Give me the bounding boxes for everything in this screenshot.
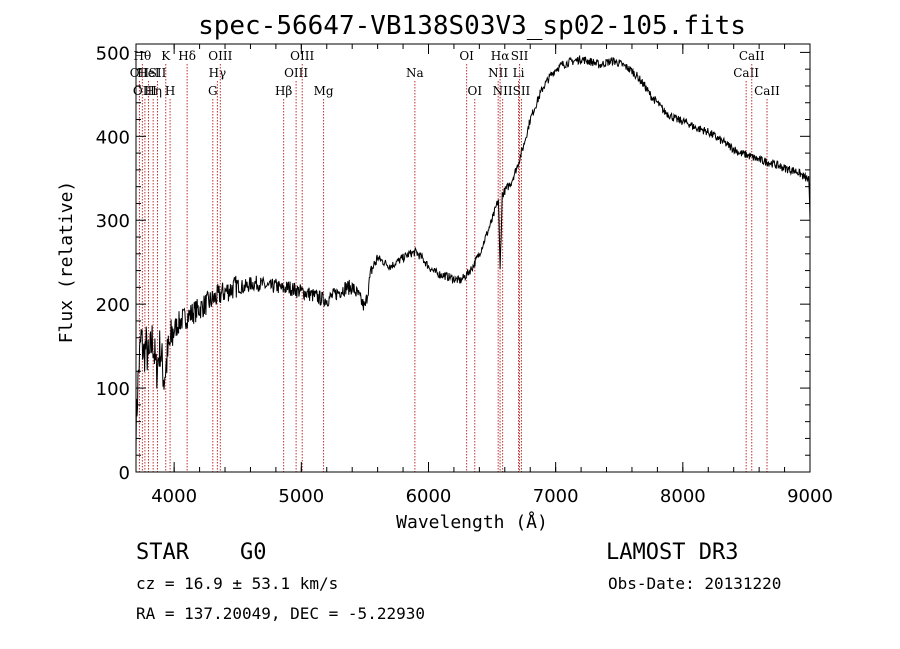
x-tick-label-0: 4000 (151, 486, 197, 507)
x-tick-label-4: 8000 (660, 486, 706, 507)
marker-label-27: CaII (754, 84, 780, 98)
marker-label-2: OIII (133, 84, 157, 98)
x-tick-label-3: 7000 (533, 486, 579, 507)
marker-label-0: OII (130, 66, 150, 80)
y-tick-label-0: 0 (119, 463, 130, 484)
emission-line-markers: OIIHθOIIIHeIHηSIIKHHδGHγOIIIHβOIIIOIIIMg… (130, 49, 780, 472)
marker-label-16: Na (406, 66, 424, 80)
object-subclass: G0 (240, 540, 267, 565)
marker-label-10: Hγ (209, 66, 227, 80)
object-class: STAR (136, 540, 189, 565)
marker-label-19: NII (488, 66, 508, 80)
marker-label-25: CaII (733, 66, 759, 80)
marker-label-7: H (165, 84, 175, 98)
y-axis-label: Flux (relative) (56, 181, 77, 344)
marker-label-6: K (161, 49, 171, 63)
x-axis-label: Wavelength (Å) (396, 511, 548, 533)
marker-label-11: OIII (208, 49, 232, 63)
marker-label-8: Hδ (178, 49, 196, 63)
marker-label-21: NII (493, 84, 513, 98)
redshift-velocity: cz = 16.9 ± 53.1 km/s (136, 574, 339, 593)
y-tick-label-2: 200 (96, 295, 130, 316)
chart-title: spec-56647-VB138S03V3_sp02-105.fits (198, 11, 746, 41)
marker-label-22: Li (513, 66, 525, 80)
marker-label-13: OIII (284, 66, 308, 80)
x-tick-label-1: 5000 (278, 486, 324, 507)
y-tick-label-4: 400 (96, 127, 130, 148)
sky-coordinates: RA = 137.20049, DEC = -5.22930 (136, 604, 425, 623)
marker-label-24: SII (513, 84, 531, 98)
marker-label-4: Hη (144, 84, 162, 98)
marker-label-5: SII (149, 66, 167, 80)
x-tick-label-2: 6000 (406, 486, 452, 507)
y-tick-label-5: 500 (96, 43, 130, 64)
spectrum-chart: spec-56647-VB138S03V3_sp02-105.fits OIIH… (56, 11, 833, 533)
marker-label-23: SII (511, 49, 529, 63)
marker-label-12: Hβ (275, 84, 292, 98)
survey-name: LAMOST DR3 (606, 540, 739, 565)
marker-label-3: HeI (137, 66, 160, 80)
marker-label-17: OI (459, 49, 474, 63)
y-tick-label-3: 300 (96, 211, 130, 232)
series-flux (135, 55, 811, 454)
observation-date: Obs-Date: 20131220 (608, 574, 782, 593)
axis-ticks: 4000 5000 6000 7000 8000 9000 0 100 200 300 400 500 (96, 43, 833, 507)
marker-label-18: OI (467, 84, 482, 98)
x-tick-label-5: 9000 (787, 486, 833, 507)
marker-label-20: Hα (491, 49, 510, 63)
marker-label-15: Mg (314, 84, 334, 98)
marker-label-9: G (208, 84, 218, 98)
y-tick-label-1: 100 (96, 379, 130, 400)
plot-frame (135, 43, 811, 473)
spectrum-series (135, 55, 811, 454)
marker-label-14: OIII (290, 49, 314, 63)
marker-label-26: CaII (739, 49, 765, 63)
